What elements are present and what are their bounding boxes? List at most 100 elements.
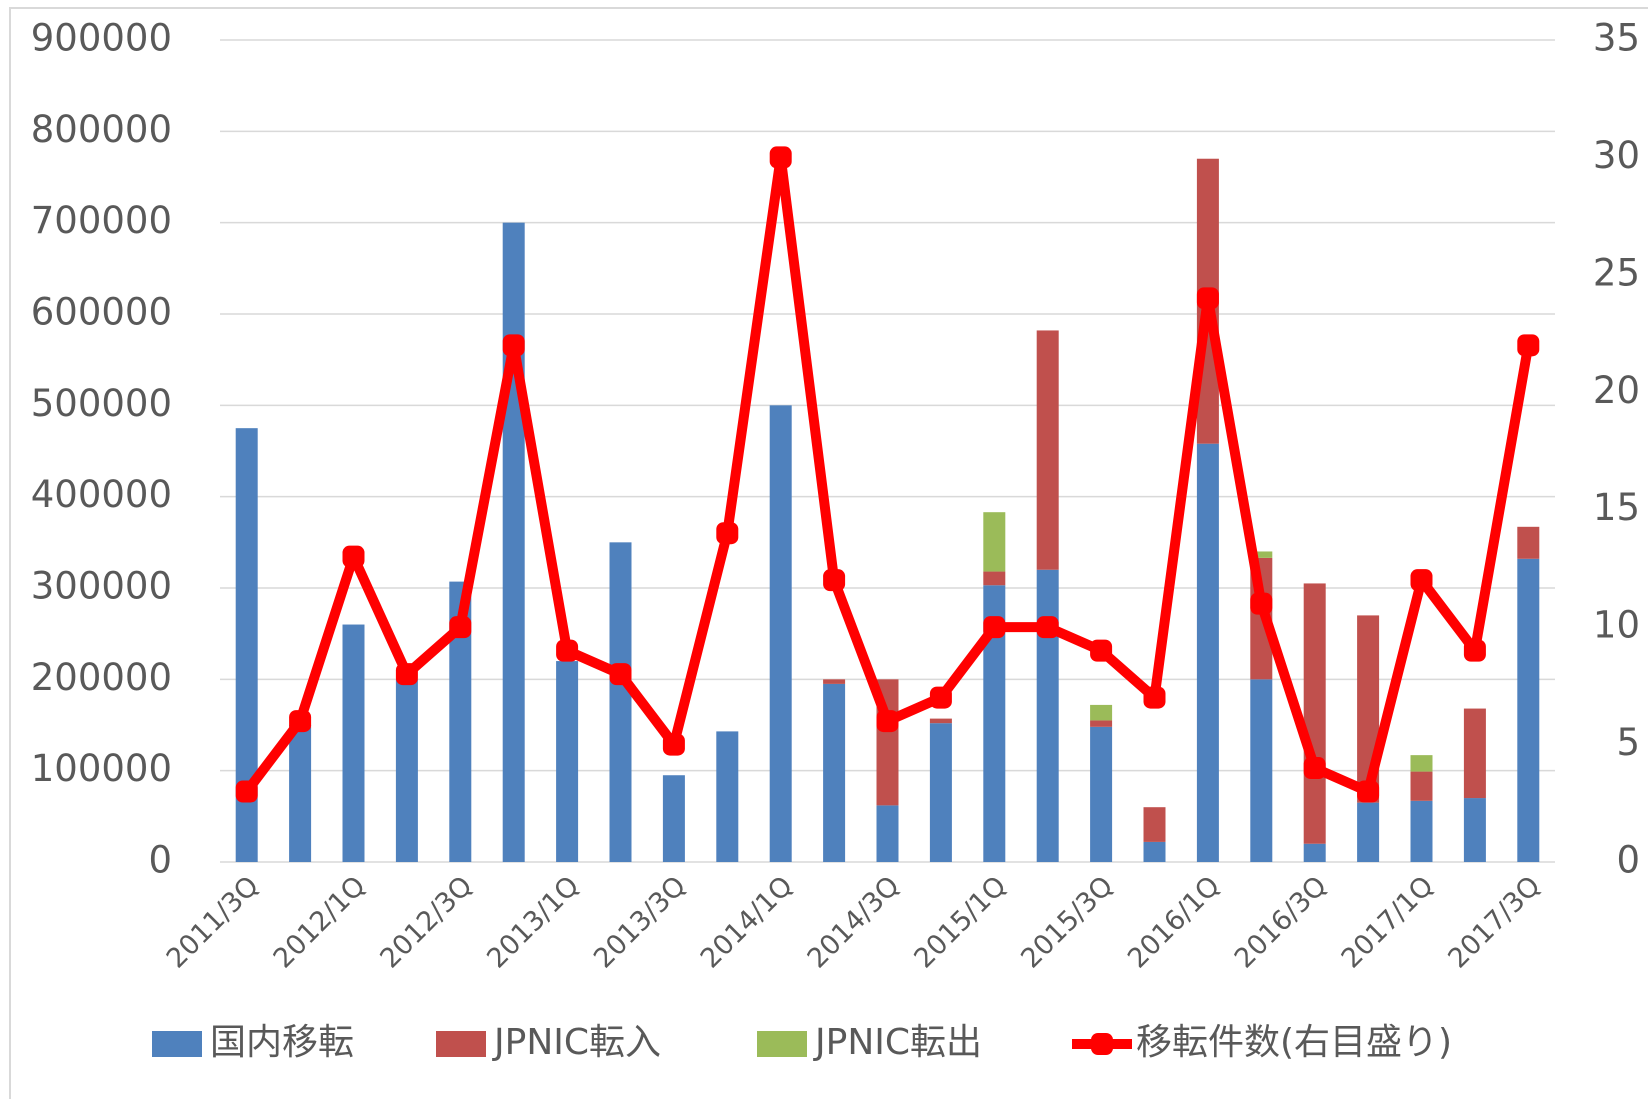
- x-tick-label: 2012/3Q: [374, 870, 478, 974]
- bar: [1036, 330, 1059, 570]
- y-tick-label: 800000: [31, 108, 172, 151]
- line-marker: [342, 545, 365, 568]
- bar: [823, 679, 846, 684]
- x-tick-label: 2016/1Q: [1122, 870, 1226, 974]
- y2-tick-label: 20: [1593, 369, 1640, 412]
- line-marker: [823, 569, 846, 592]
- line-marker: [1250, 592, 1273, 615]
- line-marker: [449, 616, 472, 639]
- bar: [1357, 802, 1380, 862]
- y2-tick-label: 25: [1593, 251, 1640, 294]
- legend-swatch: [152, 1031, 202, 1057]
- legend-label: 国内移転: [210, 1022, 354, 1063]
- y2-tick-label: 5: [1616, 721, 1640, 764]
- bar: [1196, 443, 1219, 862]
- y2-tick-label: 35: [1593, 17, 1640, 60]
- bar: [662, 775, 685, 862]
- bar: [716, 731, 739, 862]
- x-tick-label: 2017/1Q: [1336, 870, 1440, 974]
- bar: [1410, 800, 1433, 862]
- bar: [769, 405, 792, 862]
- legend-swatch: [436, 1031, 486, 1057]
- line-marker: [1303, 757, 1326, 780]
- bar: [823, 683, 846, 862]
- y-tick-label: 600000: [31, 291, 172, 334]
- line-marker: [1196, 287, 1219, 310]
- bar: [1143, 841, 1166, 862]
- bar: [1463, 708, 1486, 799]
- bar: [983, 571, 1006, 586]
- legend-swatch: [757, 1031, 807, 1057]
- bar: [1303, 583, 1326, 844]
- x-tick-label: 2013/1Q: [481, 870, 585, 974]
- y-tick-label: 400000: [31, 473, 172, 516]
- bar: [1090, 704, 1113, 721]
- line-marker: [769, 146, 792, 169]
- line-marker: [235, 780, 258, 803]
- line-marker: [1090, 639, 1113, 662]
- bar: [929, 718, 952, 724]
- line-marker: [1357, 780, 1380, 803]
- line-marker: [1517, 334, 1540, 357]
- y2-tick-label: 30: [1593, 134, 1640, 177]
- line-marker: [929, 686, 952, 709]
- x-tick-label: 2011/3Q: [161, 870, 265, 974]
- y-tick-label: 700000: [31, 199, 172, 242]
- x-tick-label: 2014/3Q: [802, 870, 906, 974]
- bar: [1517, 526, 1540, 559]
- line-marker: [1143, 686, 1166, 709]
- bar: [1410, 755, 1433, 772]
- bar: [502, 222, 525, 862]
- bar: [1410, 771, 1433, 801]
- bar: [1303, 843, 1326, 862]
- legend-label: JPNIC転出: [813, 1022, 982, 1063]
- bar: [1463, 798, 1486, 862]
- x-tick-label: 2015/1Q: [908, 870, 1012, 974]
- bar: [983, 512, 1006, 572]
- x-tick-label: 2014/1Q: [695, 870, 799, 974]
- y2-tick-label: 15: [1593, 486, 1640, 529]
- bar: [876, 805, 899, 862]
- bar: [449, 581, 472, 862]
- bar: [609, 542, 632, 862]
- y-tick-label: 0: [148, 839, 172, 882]
- line-marker: [1410, 569, 1433, 592]
- legend-label: 移転件数(右目盛り): [1136, 1022, 1452, 1063]
- bar: [1143, 807, 1166, 842]
- bar: [395, 679, 418, 862]
- y-tick-label: 300000: [31, 565, 172, 608]
- y-tick-label: 100000: [31, 747, 172, 790]
- bar: [929, 723, 952, 862]
- x-tick-label: 2017/3Q: [1442, 870, 1546, 974]
- bar: [289, 725, 312, 862]
- x-tick-label: 2013/3Q: [588, 870, 692, 974]
- y-tick-label: 900000: [31, 17, 172, 60]
- y2-tick-label: 10: [1593, 604, 1640, 647]
- bar: [1090, 720, 1113, 727]
- bar: [556, 661, 579, 862]
- bar: [1517, 558, 1540, 862]
- line-marker: [876, 710, 899, 733]
- bar: [342, 624, 365, 862]
- chart-border: [9, 7, 1648, 1099]
- x-tick-label: 2016/3Q: [1229, 870, 1333, 974]
- y-tick-label: 500000: [31, 382, 172, 425]
- y-tick-label: 200000: [31, 656, 172, 699]
- bar: [1036, 569, 1059, 862]
- bar: [235, 428, 258, 862]
- bar: [1250, 679, 1273, 862]
- line-marker: [1036, 616, 1059, 639]
- y2-tick-label: 0: [1616, 839, 1640, 882]
- legend-label: JPNIC転入: [492, 1022, 661, 1063]
- line-marker: [983, 616, 1006, 639]
- bar: [1250, 551, 1273, 558]
- line-marker: [502, 334, 525, 357]
- bar: [983, 585, 1006, 862]
- legend-marker: [1091, 1033, 1113, 1055]
- line-marker: [662, 733, 685, 756]
- line-marker: [395, 663, 418, 686]
- line-marker: [556, 639, 579, 662]
- line-marker: [609, 663, 632, 686]
- bar: [1090, 726, 1113, 862]
